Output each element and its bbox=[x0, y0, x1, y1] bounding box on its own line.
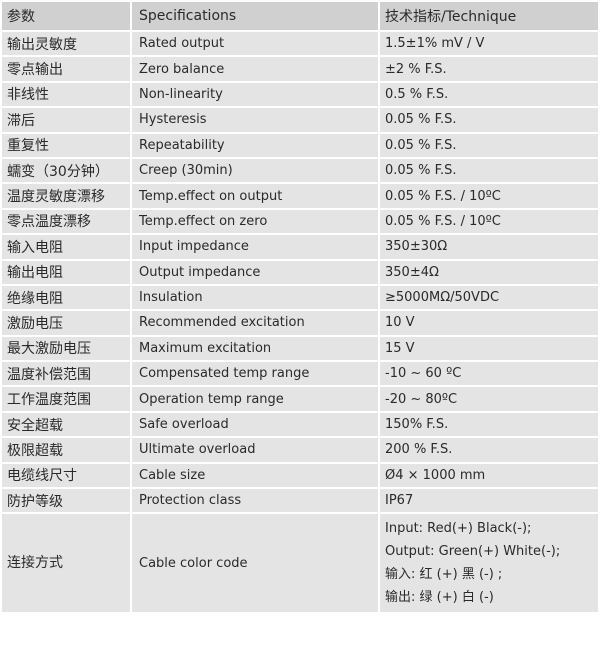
table-row: 非线性 Non-linearity 0.5 % F.S. bbox=[0, 80, 600, 109]
cell-spec: Zero balance bbox=[130, 55, 380, 83]
cell-param: 重复性 bbox=[0, 131, 132, 159]
cell-value: 0.05 % F.S. bbox=[378, 106, 600, 134]
cell-value: ±2 % F.S. bbox=[378, 55, 600, 83]
header-param: 参数 bbox=[0, 0, 132, 32]
cell-value: 15 V bbox=[378, 334, 600, 363]
cell-value: Input: Red(+) Black(-); Output: Green(+) … bbox=[378, 512, 600, 615]
cell-spec: Compensated temp range bbox=[130, 360, 380, 388]
cell-param: 温度补偿范围 bbox=[0, 360, 132, 388]
table-row: 工作温度范围 Operation temp range -20 ~ 80ºC bbox=[0, 385, 600, 413]
cell-value: IP67 bbox=[378, 487, 600, 515]
cable-line: Output: Green(+) White(-); bbox=[385, 544, 561, 560]
cell-value: 150% F.S. bbox=[378, 410, 600, 439]
cell-param: 非线性 bbox=[0, 80, 132, 109]
table-row: 输入电阻 Input impedance 350±30Ω bbox=[0, 233, 600, 261]
table-row-cable: 连接方式 Cable color code Input: Red(+) Black(… bbox=[0, 512, 600, 615]
cell-spec: Non-linearity bbox=[130, 80, 380, 109]
table-row: 输出灵敏度 Rated output 1.5±1% mV / V bbox=[0, 29, 600, 58]
cell-value: 200 % F.S. bbox=[378, 436, 600, 464]
cable-line: 输入: 红 (+) 黑 (-) ; bbox=[385, 567, 503, 583]
cell-value: 0.05 % F.S. / 10ºC bbox=[378, 182, 600, 210]
cell-value: ≥5000MΩ/50VDC bbox=[378, 283, 600, 312]
table-row: 温度补偿范围 Compensated temp range -10 ~ 60 ºC bbox=[0, 360, 600, 388]
cell-param: 温度灵敏度漂移 bbox=[0, 182, 132, 210]
cell-spec: Cable color code bbox=[130, 512, 380, 615]
cell-param: 最大激励电压 bbox=[0, 334, 132, 363]
cell-spec: Rated output bbox=[130, 29, 380, 58]
cell-spec: Creep (30min) bbox=[130, 156, 380, 185]
cell-param: 输入电阻 bbox=[0, 233, 132, 261]
cell-spec: Operation temp range bbox=[130, 385, 380, 413]
table-row: 绝缘电阻 Insulation ≥5000MΩ/50VDC bbox=[0, 283, 600, 312]
table-row: 重复性 Repeatability 0.05 % F.S. bbox=[0, 131, 600, 159]
header-spec: Specifications bbox=[130, 0, 380, 32]
cable-line: Input: Red(+) Black(-); bbox=[385, 521, 532, 537]
cell-param: 零点温度漂移 bbox=[0, 207, 132, 236]
spec-table: 参数 Specifications 技术指标/Technique 输出灵敏度 Ra… bbox=[0, 0, 600, 615]
cell-spec: Repeatability bbox=[130, 131, 380, 159]
table-row: 安全超载 Safe overload 150% F.S. bbox=[0, 410, 600, 439]
cell-value: 0.05 % F.S. bbox=[378, 131, 600, 159]
cell-spec: Protection class bbox=[130, 487, 380, 515]
cell-param: 蠕变（30分钟） bbox=[0, 156, 132, 185]
cell-param: 安全超载 bbox=[0, 410, 132, 439]
table-row: 电缆线尺寸 Cable size Ø4 × 1000 mm bbox=[0, 461, 600, 490]
table-row: 极限超载 Ultimate overload 200 % F.S. bbox=[0, 436, 600, 464]
cell-param: 输出电阻 bbox=[0, 258, 132, 286]
cell-value: 350±4Ω bbox=[378, 258, 600, 286]
cell-param: 电缆线尺寸 bbox=[0, 461, 132, 490]
cell-param: 防护等级 bbox=[0, 487, 132, 515]
cell-spec: Insulation bbox=[130, 283, 380, 312]
cell-param: 极限超载 bbox=[0, 436, 132, 464]
table-row: 激励电压 Recommended excitation 10 V bbox=[0, 309, 600, 337]
table-row: 温度灵敏度漂移 Temp.effect on output 0.05 % F.S. … bbox=[0, 182, 600, 210]
cell-param: 连接方式 bbox=[0, 512, 132, 615]
header-value: 技术指标/Technique bbox=[378, 0, 600, 32]
cell-param: 绝缘电阻 bbox=[0, 283, 132, 312]
cell-spec: Hysteresis bbox=[130, 106, 380, 134]
cell-value: -20 ~ 80ºC bbox=[378, 385, 600, 413]
cell-param: 工作温度范围 bbox=[0, 385, 132, 413]
table-row: 零点输出 Zero balance ±2 % F.S. bbox=[0, 55, 600, 83]
cell-spec: Ultimate overload bbox=[130, 436, 380, 464]
table-row: 滞后 Hysteresis 0.05 % F.S. bbox=[0, 106, 600, 134]
cell-value: -10 ~ 60 ºC bbox=[378, 360, 600, 388]
table-row: 输出电阻 Output impedance 350±4Ω bbox=[0, 258, 600, 286]
cell-spec: Temp.effect on zero bbox=[130, 207, 380, 236]
table-row: 防护等级 Protection class IP67 bbox=[0, 487, 600, 515]
cable-line: 输出: 绿 (+) 白 (-) bbox=[385, 590, 494, 606]
cell-value: 1.5±1% mV / V bbox=[378, 29, 600, 58]
cell-spec: Recommended excitation bbox=[130, 309, 380, 337]
cell-value: 0.5 % F.S. bbox=[378, 80, 600, 109]
table-row: 蠕变（30分钟） Creep (30min) 0.05 % F.S. bbox=[0, 156, 600, 185]
table-header-row: 参数 Specifications 技术指标/Technique bbox=[0, 0, 600, 32]
cell-spec: Output impedance bbox=[130, 258, 380, 286]
cell-spec: Cable size bbox=[130, 461, 380, 490]
cell-value: Ø4 × 1000 mm bbox=[378, 461, 600, 490]
cell-param: 输出灵敏度 bbox=[0, 29, 132, 58]
cell-spec: Temp.effect on output bbox=[130, 182, 380, 210]
cell-spec: Safe overload bbox=[130, 410, 380, 439]
cell-param: 激励电压 bbox=[0, 309, 132, 337]
cell-value: 0.05 % F.S. bbox=[378, 156, 600, 185]
cell-spec: Input impedance bbox=[130, 233, 380, 261]
table-row: 最大激励电压 Maximum excitation 15 V bbox=[0, 334, 600, 363]
cell-spec: Maximum excitation bbox=[130, 334, 380, 363]
cell-value: 350±30Ω bbox=[378, 233, 600, 261]
cell-param: 滞后 bbox=[0, 106, 132, 134]
cell-value: 0.05 % F.S. / 10ºC bbox=[378, 207, 600, 236]
table-row: 零点温度漂移 Temp.effect on zero 0.05 % F.S. / 1… bbox=[0, 207, 600, 236]
cell-param: 零点输出 bbox=[0, 55, 132, 83]
cell-value: 10 V bbox=[378, 309, 600, 337]
